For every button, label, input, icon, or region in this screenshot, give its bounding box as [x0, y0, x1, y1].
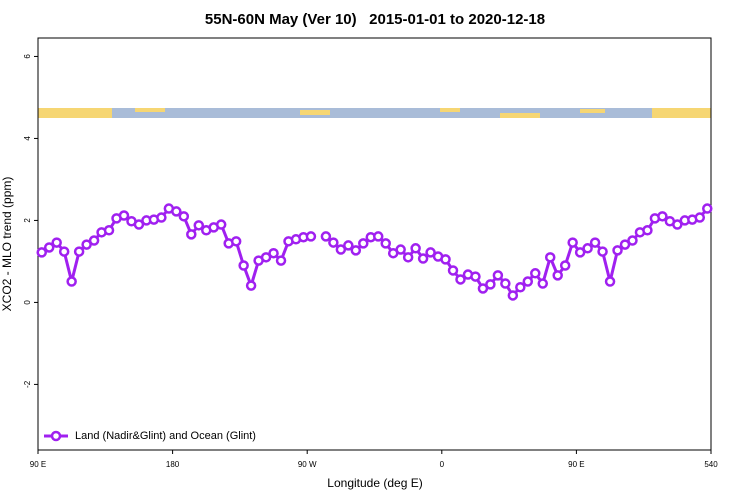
data-point: [268, 247, 279, 259]
map-strip: [38, 108, 711, 118]
data-point: [470, 271, 481, 282]
data-point: [657, 211, 668, 222]
data-point: [672, 219, 683, 230]
data-point: [544, 252, 556, 263]
data-point: [522, 276, 534, 287]
x-tick-label: 180: [166, 460, 180, 469]
x-tick-label: 90 W: [298, 460, 317, 469]
data-point: [358, 238, 369, 249]
data-point: [380, 238, 391, 249]
data-point: [275, 255, 287, 266]
data-point: [36, 247, 47, 258]
data-point: [702, 203, 713, 214]
x-tick-label: 540: [704, 460, 718, 469]
data-point: [118, 210, 130, 221]
data-point: [642, 225, 653, 236]
data-point: [215, 219, 227, 230]
y-tick-label: 6: [23, 54, 32, 59]
y-tick-label: -2: [23, 380, 32, 388]
data-point: [402, 252, 414, 263]
data-point: [350, 245, 362, 256]
data-point: [500, 278, 511, 289]
data-point: [58, 246, 70, 257]
data-point: [66, 276, 77, 287]
x-tick-label: 90 E: [568, 460, 584, 469]
data-point: [567, 237, 578, 248]
data-point: [537, 278, 548, 289]
x-axis-label: Longitude (deg E): [327, 476, 422, 490]
data-point: [230, 236, 242, 247]
data-point: [395, 244, 406, 255]
data-point: [417, 253, 429, 264]
data-point: [88, 235, 100, 246]
data-point: [619, 239, 631, 250]
data-point: [320, 231, 332, 242]
data-point: [410, 243, 421, 254]
data-point: [507, 290, 519, 301]
data-point: [238, 260, 249, 271]
data-point: [178, 211, 190, 222]
data-point: [193, 220, 205, 231]
data-point: [133, 219, 145, 230]
y-tick-label: 4: [23, 136, 32, 141]
data-point: [485, 279, 496, 290]
data-point: [477, 283, 489, 294]
data-point: [597, 246, 608, 257]
data-point: [492, 270, 504, 281]
data-point: [604, 276, 616, 287]
data-point: [440, 254, 451, 265]
x-tick-label: 0: [440, 460, 445, 469]
data-point: [186, 229, 197, 240]
data-point: [156, 212, 167, 223]
chart-title: 55N-60N May (Ver 10) 2015-01-01 to 2020-…: [205, 11, 545, 28]
data-point: [73, 246, 85, 257]
data-point: [455, 274, 466, 285]
data-point: [515, 281, 526, 293]
y-tick-label: 0: [23, 300, 32, 305]
legend-marker: [50, 430, 62, 442]
legend-label: Land (Nadir&Glint) and Ocean (Glint): [75, 430, 256, 442]
data-point: [343, 240, 354, 251]
data-point: [171, 206, 182, 217]
data-point: [694, 212, 706, 223]
data-point: [447, 265, 459, 276]
x-tick-label: 90 E: [30, 460, 46, 469]
y-tick-label: 2: [23, 218, 32, 223]
plot-frame: [37, 37, 712, 451]
data-point: [372, 231, 384, 242]
y-axis-label: XCO2 - MLO trend (ppm): [0, 177, 14, 312]
data-point: [81, 239, 92, 250]
data-point: [530, 268, 541, 279]
data-point: [328, 237, 339, 248]
data-point: [612, 245, 623, 256]
data-point: [552, 270, 563, 281]
data-point: [559, 260, 571, 271]
data-point: [43, 242, 55, 253]
data-point: [51, 237, 62, 248]
data-point: [103, 225, 115, 236]
data-point: [582, 243, 593, 254]
data-point: [245, 280, 257, 291]
data-point: [425, 247, 436, 258]
data-point: [589, 237, 601, 248]
data-point: [335, 244, 347, 255]
data-point: [574, 247, 586, 258]
data-point: [627, 235, 638, 246]
data-point: [305, 231, 317, 242]
data-point: [260, 252, 272, 263]
